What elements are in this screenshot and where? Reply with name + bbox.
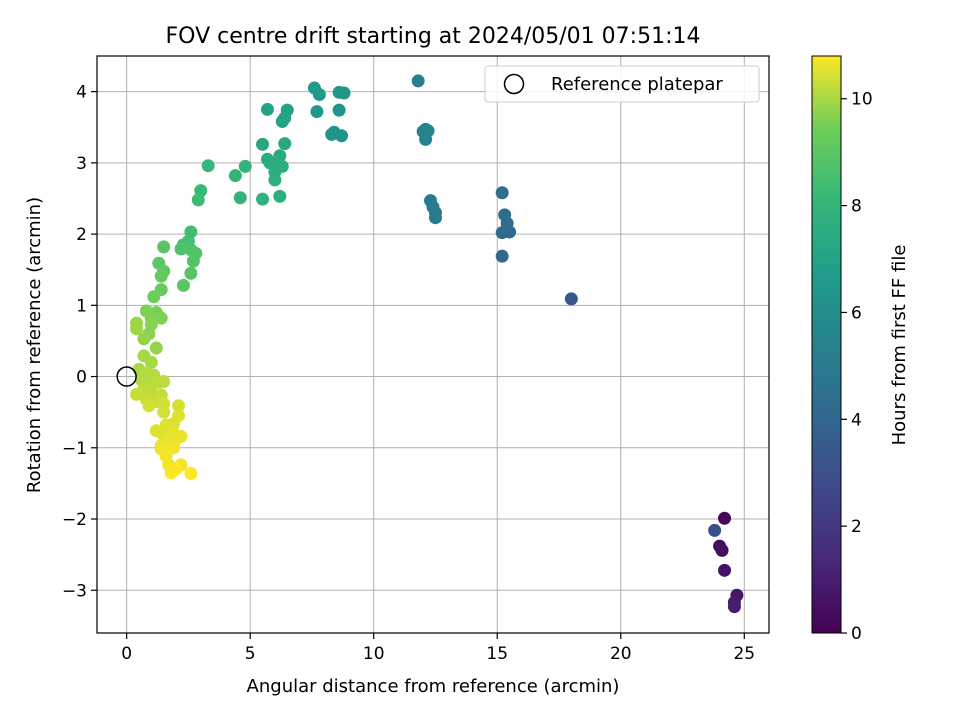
x-tick-label: 20 [610, 644, 632, 664]
scatter-point [130, 322, 144, 336]
scatter-point [718, 563, 732, 577]
colorbar-tick-label: 4 [851, 410, 862, 430]
colorbar: 0 2 4 6 8 10 Hours from first FF file [811, 55, 910, 644]
scatter-point [498, 208, 512, 222]
legend-label: Reference platepar [551, 74, 723, 95]
scatter-point [137, 332, 151, 346]
scatter-point [495, 186, 509, 200]
scatter-point [411, 74, 425, 88]
scatter-point [184, 266, 198, 280]
x-axis-label: Angular distance from reference (arcmin) [247, 676, 620, 697]
scatter-point [273, 149, 287, 163]
scatter-point [191, 193, 205, 207]
scatter-point [157, 240, 171, 254]
scatter-point [149, 341, 163, 355]
y-tick-label: 1 [76, 296, 87, 316]
scatter-point [157, 375, 171, 389]
scatter-point [144, 355, 158, 369]
scatter-point [130, 387, 144, 401]
colorbar-tick-label: 0 [851, 624, 862, 644]
scatter-point [424, 194, 438, 208]
scatter-point [157, 405, 171, 419]
scatter-point [167, 441, 181, 455]
scatter-point [337, 86, 351, 100]
x-tick-label: 0 [121, 644, 132, 664]
scatter-point [718, 511, 732, 525]
scatter-point [176, 278, 190, 292]
scatter-point [147, 290, 161, 304]
scatter-point [238, 159, 252, 173]
colorbar-tick-label: 2 [851, 517, 862, 537]
x-tick-label: 25 [733, 644, 755, 664]
scatter-point [139, 304, 153, 318]
x-tick-label: 5 [245, 644, 256, 664]
scatter-point [184, 466, 198, 480]
x-tick-label: 15 [486, 644, 508, 664]
legend-box [484, 65, 760, 103]
scatter-point [164, 466, 178, 480]
scatter-point [495, 249, 509, 263]
scatter-point [727, 600, 741, 614]
scatter-point [421, 124, 435, 138]
y-tick-label: −1 [62, 439, 87, 459]
scatter-point [708, 523, 722, 537]
y-tick-label: −3 [62, 581, 87, 601]
scatter-point [228, 169, 242, 183]
reference-marker [116, 366, 137, 387]
data-points [130, 74, 744, 614]
scatter-point [310, 105, 324, 119]
scatter-point [154, 269, 168, 283]
scatter-point [332, 103, 346, 117]
scatter-point [142, 399, 156, 413]
y-tick-label: 2 [76, 225, 87, 245]
y-tick-label: 3 [76, 154, 87, 174]
y-axis-ticks: −3 −2 −1 0 1 2 3 4 [62, 83, 97, 601]
y-tick-label: −2 [62, 510, 87, 530]
colorbar-ticks: 0 2 4 6 8 10 [841, 90, 873, 644]
colorbar-tick-label: 6 [851, 303, 862, 323]
grid-lines [97, 56, 769, 633]
colorbar-tick-label: 8 [851, 197, 862, 217]
scatter-point [564, 292, 578, 306]
y-tick-label: 4 [76, 83, 87, 103]
reference-platepar-marker [116, 366, 137, 387]
scatter-point [154, 311, 168, 325]
scatter-point [186, 254, 200, 268]
scatter-point [233, 191, 247, 205]
scatter-point [327, 125, 341, 139]
scatter-point [201, 159, 215, 173]
plot-frame [96, 55, 770, 634]
colorbar-label: Hours from first FF file [889, 245, 910, 446]
y-axis-label: Rotation from reference (arcmin) [24, 197, 45, 493]
x-axis-ticks: 0 5 10 15 20 25 [121, 633, 755, 664]
colorbar-gradient [811, 55, 842, 634]
scatter-point [273, 189, 287, 203]
scatter-point [278, 137, 292, 151]
chart-title: FOV centre drift starting at 2024/05/01 … [166, 24, 701, 49]
scatter-point [307, 81, 321, 95]
y-tick-label: 0 [76, 368, 87, 388]
scatter-point [172, 399, 186, 413]
scatter-point [256, 192, 270, 206]
scatter-point [268, 173, 282, 187]
scatter-point [260, 102, 274, 116]
colorbar-tick-label: 10 [851, 90, 873, 110]
scatter-point [715, 543, 729, 557]
scatter-point [174, 242, 188, 256]
x-tick-label: 10 [363, 644, 385, 664]
scatter-point [278, 111, 292, 125]
legend: Reference platepar [484, 65, 760, 103]
scatter-point [256, 137, 270, 151]
legend-open-circle-icon [503, 73, 525, 95]
